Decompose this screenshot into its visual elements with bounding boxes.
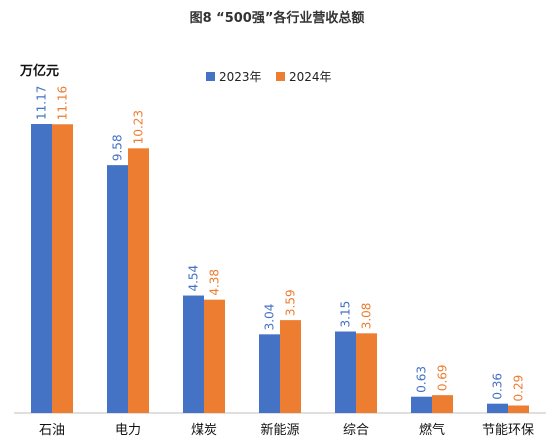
bar-0-4 <box>335 331 356 413</box>
bars-layer: 11.17 11.16 9.58 10.23 4.54 4.38 3.04 3.59 3.15 3… <box>31 86 529 413</box>
bar-0-5 <box>411 396 432 413</box>
bar-1-1 <box>128 148 149 413</box>
bar-1-3 <box>280 320 301 413</box>
category-label-5: 燃气 <box>419 422 445 438</box>
bar-1-6 <box>508 405 529 413</box>
category-label-6: 节能环保 <box>482 423 534 438</box>
value-label-0-3: 3.04 <box>263 304 277 331</box>
value-label-1-0: 11.16 <box>56 86 70 120</box>
bar-1-4 <box>356 333 377 413</box>
legend-swatch-1 <box>276 72 285 81</box>
value-label-1-5: 0.69 <box>436 364 450 391</box>
category-label-1: 电力 <box>115 423 141 438</box>
bar-0-1 <box>107 165 128 413</box>
value-label-1-4: 3.08 <box>360 303 374 330</box>
value-label-1-2: 4.38 <box>208 269 222 296</box>
value-label-0-6: 0.36 <box>491 373 505 400</box>
category-label-2: 煤炭 <box>191 423 217 438</box>
chart-title: 图8 “500强”各行业营收总额 <box>190 10 365 26</box>
value-label-0-4: 3.15 <box>339 301 353 328</box>
y-axis-unit-label: 万亿元 <box>19 63 59 79</box>
bar-0-6 <box>487 403 508 413</box>
value-label-0-2: 4.54 <box>187 265 201 292</box>
legend-swatch-0 <box>206 72 215 81</box>
value-label-0-5: 0.63 <box>415 366 429 393</box>
bar-1-0 <box>52 124 73 413</box>
value-label-0-1: 9.58 <box>111 134 125 161</box>
legend-label-0: 2023年 <box>219 70 262 84</box>
category-label-0: 石油 <box>39 423 65 438</box>
value-label-1-3: 3.59 <box>284 289 298 316</box>
category-label-4: 综合 <box>343 423 369 438</box>
value-label-0-0: 11.17 <box>35 86 49 120</box>
bar-1-2 <box>204 299 225 413</box>
legend: 2023年 2024年 <box>206 70 332 84</box>
value-label-1-1: 10.23 <box>132 110 146 144</box>
value-label-1-6: 0.29 <box>512 375 526 402</box>
bar-0-2 <box>183 295 204 413</box>
category-labels: 石油 电力 煤炭 新能源 综合 燃气 节能环保 <box>39 422 534 438</box>
category-label-3: 新能源 <box>260 422 299 438</box>
bar-0-0 <box>31 124 52 413</box>
bar-1-5 <box>432 395 453 413</box>
legend-label-1: 2024年 <box>289 70 332 84</box>
bar-0-3 <box>259 334 280 413</box>
